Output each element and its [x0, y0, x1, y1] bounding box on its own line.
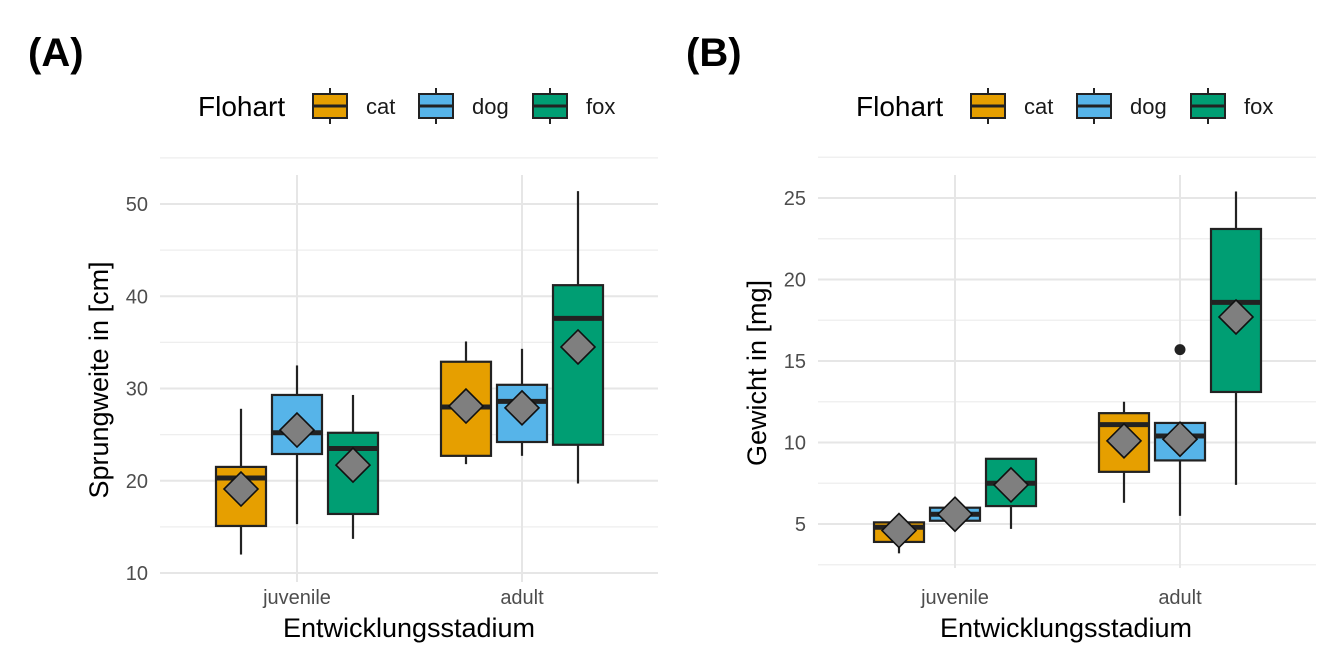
- panel-a-box-cat-juvenile: [214, 408, 268, 555]
- mean-diamond: [222, 470, 260, 508]
- panel-b-box-dog-juvenile: [928, 496, 982, 533]
- panel-b-xtick-label: juvenile: [920, 587, 989, 609]
- panel-b-box-fox-adult: [1209, 191, 1263, 485]
- outlier-point: [1174, 344, 1186, 356]
- mean-diamond: [1217, 298, 1255, 336]
- panel-b-box-fox-juvenile: [984, 457, 1038, 529]
- panel-b-legend-key-dog: [1076, 88, 1112, 124]
- panel-a-box-fox-juvenile: [326, 394, 380, 539]
- panel-a-box-cat-adult: [439, 341, 493, 465]
- panel-a-ytick-label: 40: [126, 286, 148, 308]
- panel-a-legend: Flohart cat dog fox: [198, 88, 615, 124]
- mean-diamond: [559, 328, 597, 366]
- panel-a-legend-label-fox: fox: [586, 94, 615, 119]
- panel-a-xtick-label: juvenile: [262, 587, 331, 609]
- panel-a-ytick-label: 50: [126, 194, 148, 216]
- panel-a-xtick-label: adult: [500, 587, 544, 609]
- panel-a-tag: (A): [28, 31, 84, 75]
- panel-a-xlabel: Entwicklungsstadium: [283, 613, 535, 643]
- panel-a-ytick-label: 10: [126, 563, 148, 585]
- panel-a-box-fox-adult: [551, 191, 605, 484]
- panel-b-legend-key-fox: [1190, 88, 1226, 124]
- panel-b-plot: 5 10 15 20 25 juvenile adult: [784, 156, 1316, 609]
- mean-diamond: [1105, 422, 1143, 460]
- panel-b-legend: Flohart cat dog fox: [856, 88, 1273, 124]
- panel-b-box-cat-adult: [1097, 401, 1151, 503]
- panel-a-legend-label-dog: dog: [472, 94, 509, 119]
- panel-b-ytick-label: 10: [784, 433, 806, 455]
- panel-b-ytick-label: 20: [784, 270, 806, 292]
- mean-diamond: [503, 389, 541, 427]
- panel-b-xlabel: Entwicklungsstadium: [940, 613, 1192, 643]
- panel-a-box-dog-juvenile: [270, 365, 324, 525]
- mean-diamond: [880, 512, 918, 549]
- panel-a-ytick-label: 20: [126, 471, 148, 493]
- panel-b-tag: (B): [686, 31, 742, 75]
- panel-a-box-dog-adult: [495, 348, 549, 456]
- mean-diamond: [278, 411, 316, 449]
- panel-b-legend-key-cat: [970, 88, 1006, 124]
- mean-diamond: [992, 466, 1030, 504]
- panel-a-legend-key-dog: [418, 88, 454, 124]
- panel-b-ytick-label: 25: [784, 188, 806, 210]
- panel-b-legend-label-fox: fox: [1244, 94, 1273, 119]
- panel-b-legend-title: Flohart: [856, 91, 943, 122]
- panel-a-legend-key-cat: [312, 88, 348, 124]
- mean-diamond: [1161, 421, 1199, 458]
- panel-b-legend-label-cat: cat: [1024, 94, 1053, 119]
- mean-diamond: [936, 496, 974, 533]
- panel-b-ytick-label: 15: [784, 351, 806, 373]
- panel-a-legend-label-cat: cat: [366, 94, 395, 119]
- panel-b-ytick-label: 5: [795, 514, 806, 536]
- panel-a-legend-title: Flohart: [198, 91, 285, 122]
- panel-b-box-dog-adult: [1153, 344, 1207, 516]
- panel-a-ylabel: Sprungweite in [cm]: [84, 261, 114, 498]
- panel-a-ytick-label: 30: [126, 379, 148, 401]
- panel-a-plot: 10 20 30 40 50 juvenile adult: [126, 157, 658, 609]
- mean-diamond: [334, 446, 372, 484]
- panel-b-xtick-label: adult: [1158, 587, 1202, 609]
- panel-b-legend-label-dog: dog: [1130, 94, 1167, 119]
- panel-b-ylabel: Gewicht in [mg]: [742, 280, 772, 466]
- panel-a-legend-key-fox: [532, 88, 568, 124]
- mean-diamond: [447, 387, 485, 425]
- panel-b-box-cat-juvenile: [872, 512, 926, 554]
